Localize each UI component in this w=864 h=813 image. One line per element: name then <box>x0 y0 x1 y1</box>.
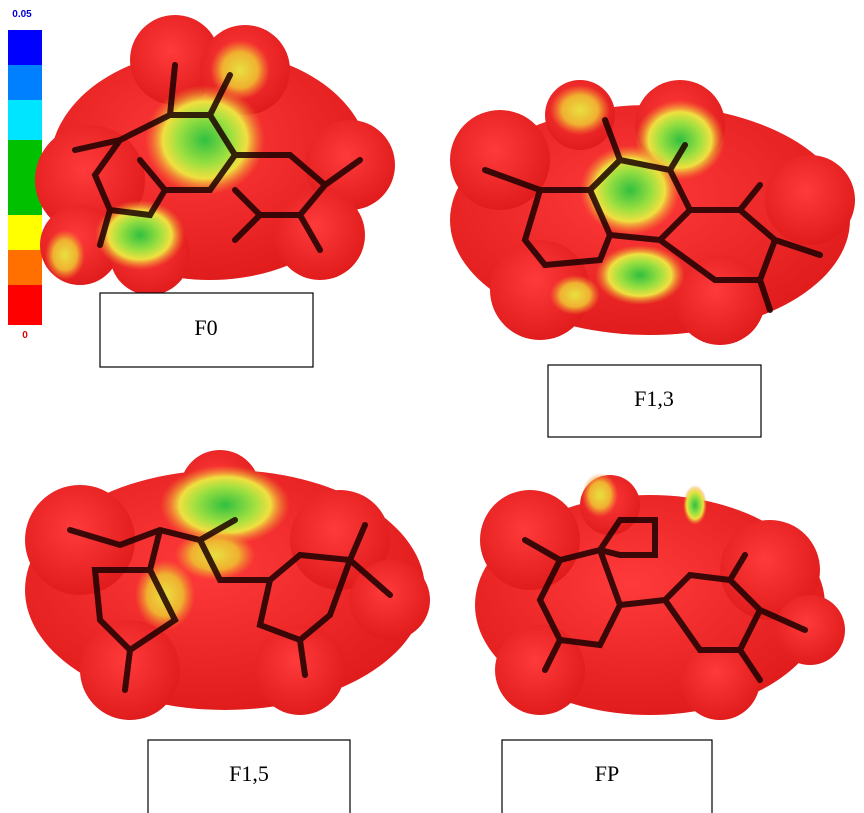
scale-max-label: 0.05 <box>12 9 32 20</box>
label-box <box>147 739 351 813</box>
panel-label: F0 <box>194 315 217 340</box>
molecule-fp <box>475 473 845 720</box>
label-box <box>501 739 713 813</box>
molecule-f15 <box>25 450 430 720</box>
molecule-f13 <box>450 80 855 345</box>
panel-label: FP <box>595 761 619 786</box>
color-scale: 0.05 0 <box>8 9 42 341</box>
label-box <box>99 292 314 368</box>
label-box <box>547 364 762 438</box>
panel-label: F1,3 <box>634 386 674 411</box>
scale-min-label: 0 <box>22 330 28 341</box>
panel-label: F1,5 <box>229 761 269 786</box>
molecule-f0 <box>35 15 395 295</box>
